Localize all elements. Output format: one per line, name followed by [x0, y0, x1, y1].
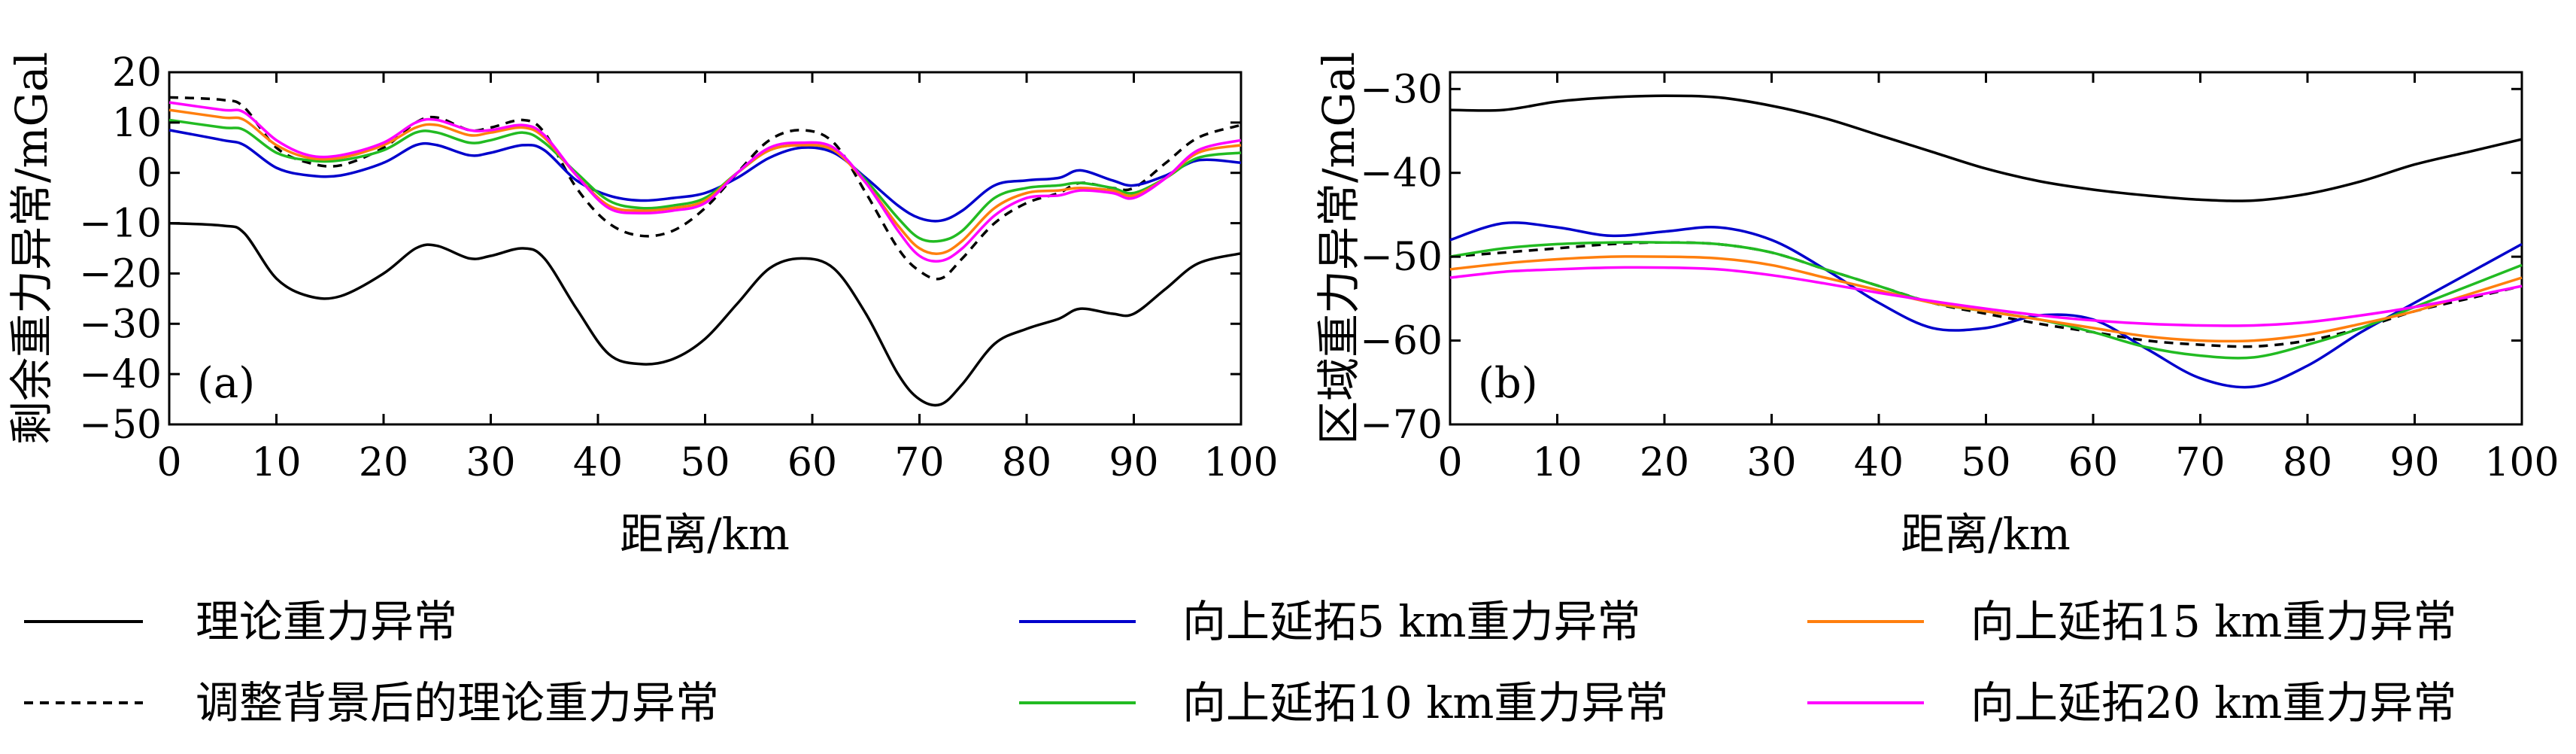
y-tick-label: 10	[112, 101, 162, 146]
y-tick-label: −40	[1360, 151, 1443, 196]
x-tick-label: 100	[2484, 440, 2559, 485]
legend-label: 向上延拓5 km重力异常	[1182, 596, 1640, 647]
series-line-up10	[168, 118, 1242, 243]
legend: 理论重力异常 调整背景后的理论重力异常 向上延拓5 km重力异常 向上延拓10 …	[24, 596, 2456, 728]
y-tick-label: −10	[79, 202, 162, 247]
legend-label: 向上延拓20 km重力异常	[1971, 677, 2456, 728]
legend-label: 理论重力异常	[196, 596, 457, 647]
y-tick-label: −60	[1360, 319, 1443, 364]
x-tick-label: 90	[1109, 440, 1158, 485]
x-tick-label: 30	[466, 440, 515, 485]
legend-label: 向上延拓10 km重力异常	[1182, 677, 1668, 728]
x-tick-label: 80	[1002, 440, 1051, 485]
x-tick-label: 40	[1854, 440, 1904, 485]
x-tick-label: 70	[894, 440, 944, 485]
legend-label: 调整背景后的理论重力异常	[196, 677, 719, 728]
x-tick-label: 30	[1746, 440, 1796, 485]
legend-item-up20: 向上延拓20 km重力异常	[1807, 677, 2456, 728]
tick-layer: 0 10 20 30 40 50 60 70 80 90 100 −30 −40 −50 −60 −70	[1360, 67, 2559, 485]
x-tick-label: 80	[2283, 440, 2332, 485]
series-line-up5	[168, 129, 1242, 223]
series-line-theory	[168, 221, 1242, 407]
legend-item-theory: 理论重力异常	[24, 596, 457, 647]
x-tick-label: 100	[1203, 440, 1278, 485]
series-line-theory	[1449, 94, 2523, 202]
x-tick-label: 60	[2068, 440, 2118, 485]
legend-item-up15: 向上延拓15 km重力异常	[1807, 596, 2456, 647]
series-line-up20	[1449, 266, 2523, 327]
x-axis-title-a: 距离/km	[620, 509, 790, 560]
x-tick-label: 40	[573, 440, 623, 485]
x-tick-label: 50	[1961, 440, 2010, 485]
x-tick-label: 20	[359, 440, 408, 485]
x-tick-label: 20	[1640, 440, 1689, 485]
plot-frame	[1449, 71, 2523, 426]
legend-item-adjusted: 调整背景后的理论重力异常	[24, 677, 719, 728]
series-line-up15	[1449, 255, 2523, 343]
legend-item-up5: 向上延拓5 km重力异常	[1019, 596, 1640, 647]
series-line-up5	[1449, 221, 2523, 389]
series-line-up20	[168, 101, 1242, 263]
y-tick-label: −70	[1360, 403, 1443, 448]
panel-b: 0 10 20 30 40 50 60 70 80 90 100 −30 −40 −50 −60 −70 (b…	[1313, 52, 2559, 560]
series-line-up10	[1449, 241, 2523, 360]
x-tick-label: 50	[680, 440, 730, 485]
y-tick-label: −50	[79, 403, 162, 448]
y-tick-label: 20	[112, 50, 162, 96]
y-tick-label: −20	[79, 251, 162, 296]
y-tick-label: −30	[1360, 67, 1443, 112]
y-axis-title-b: 区域重力异常/mGal	[1313, 52, 1364, 445]
legend-item-up10: 向上延拓10 km重力异常	[1019, 677, 1668, 728]
y-tick-label: −50	[1360, 235, 1443, 280]
legend-label: 向上延拓15 km重力异常	[1971, 596, 2456, 647]
panel-label-a: (a)	[197, 359, 255, 408]
y-tick-label: −40	[79, 352, 162, 397]
x-tick-label: 10	[251, 440, 301, 485]
x-tick-label: 60	[787, 440, 837, 485]
panel-label-b: (b)	[1478, 359, 1538, 408]
series-layer	[1449, 94, 2523, 389]
series-layer	[168, 96, 1242, 407]
panel-a: 0 10 20 30 40 50 60 70 80 90 10020100−10−20−30−40−…	[6, 50, 1279, 560]
y-tick-label: 0	[137, 151, 162, 196]
x-tick-label: 10	[1532, 440, 1582, 485]
x-tick-label: 90	[2389, 440, 2439, 485]
x-tick-label: 70	[2175, 440, 2225, 485]
y-axis-title-a: 剩余重力异常/mGal	[6, 52, 57, 445]
tick-layer: 0 10 20 30 40 50 60 70 80 90 10020100−10−20−30−40−…	[79, 50, 1278, 485]
y-tick-label: −30	[79, 302, 162, 347]
plot-frame	[168, 71, 1242, 426]
x-tick-label: 0	[1437, 440, 1462, 485]
x-axis-title-b: 距离/km	[1901, 509, 2071, 560]
x-tick-label: 0	[156, 440, 181, 485]
